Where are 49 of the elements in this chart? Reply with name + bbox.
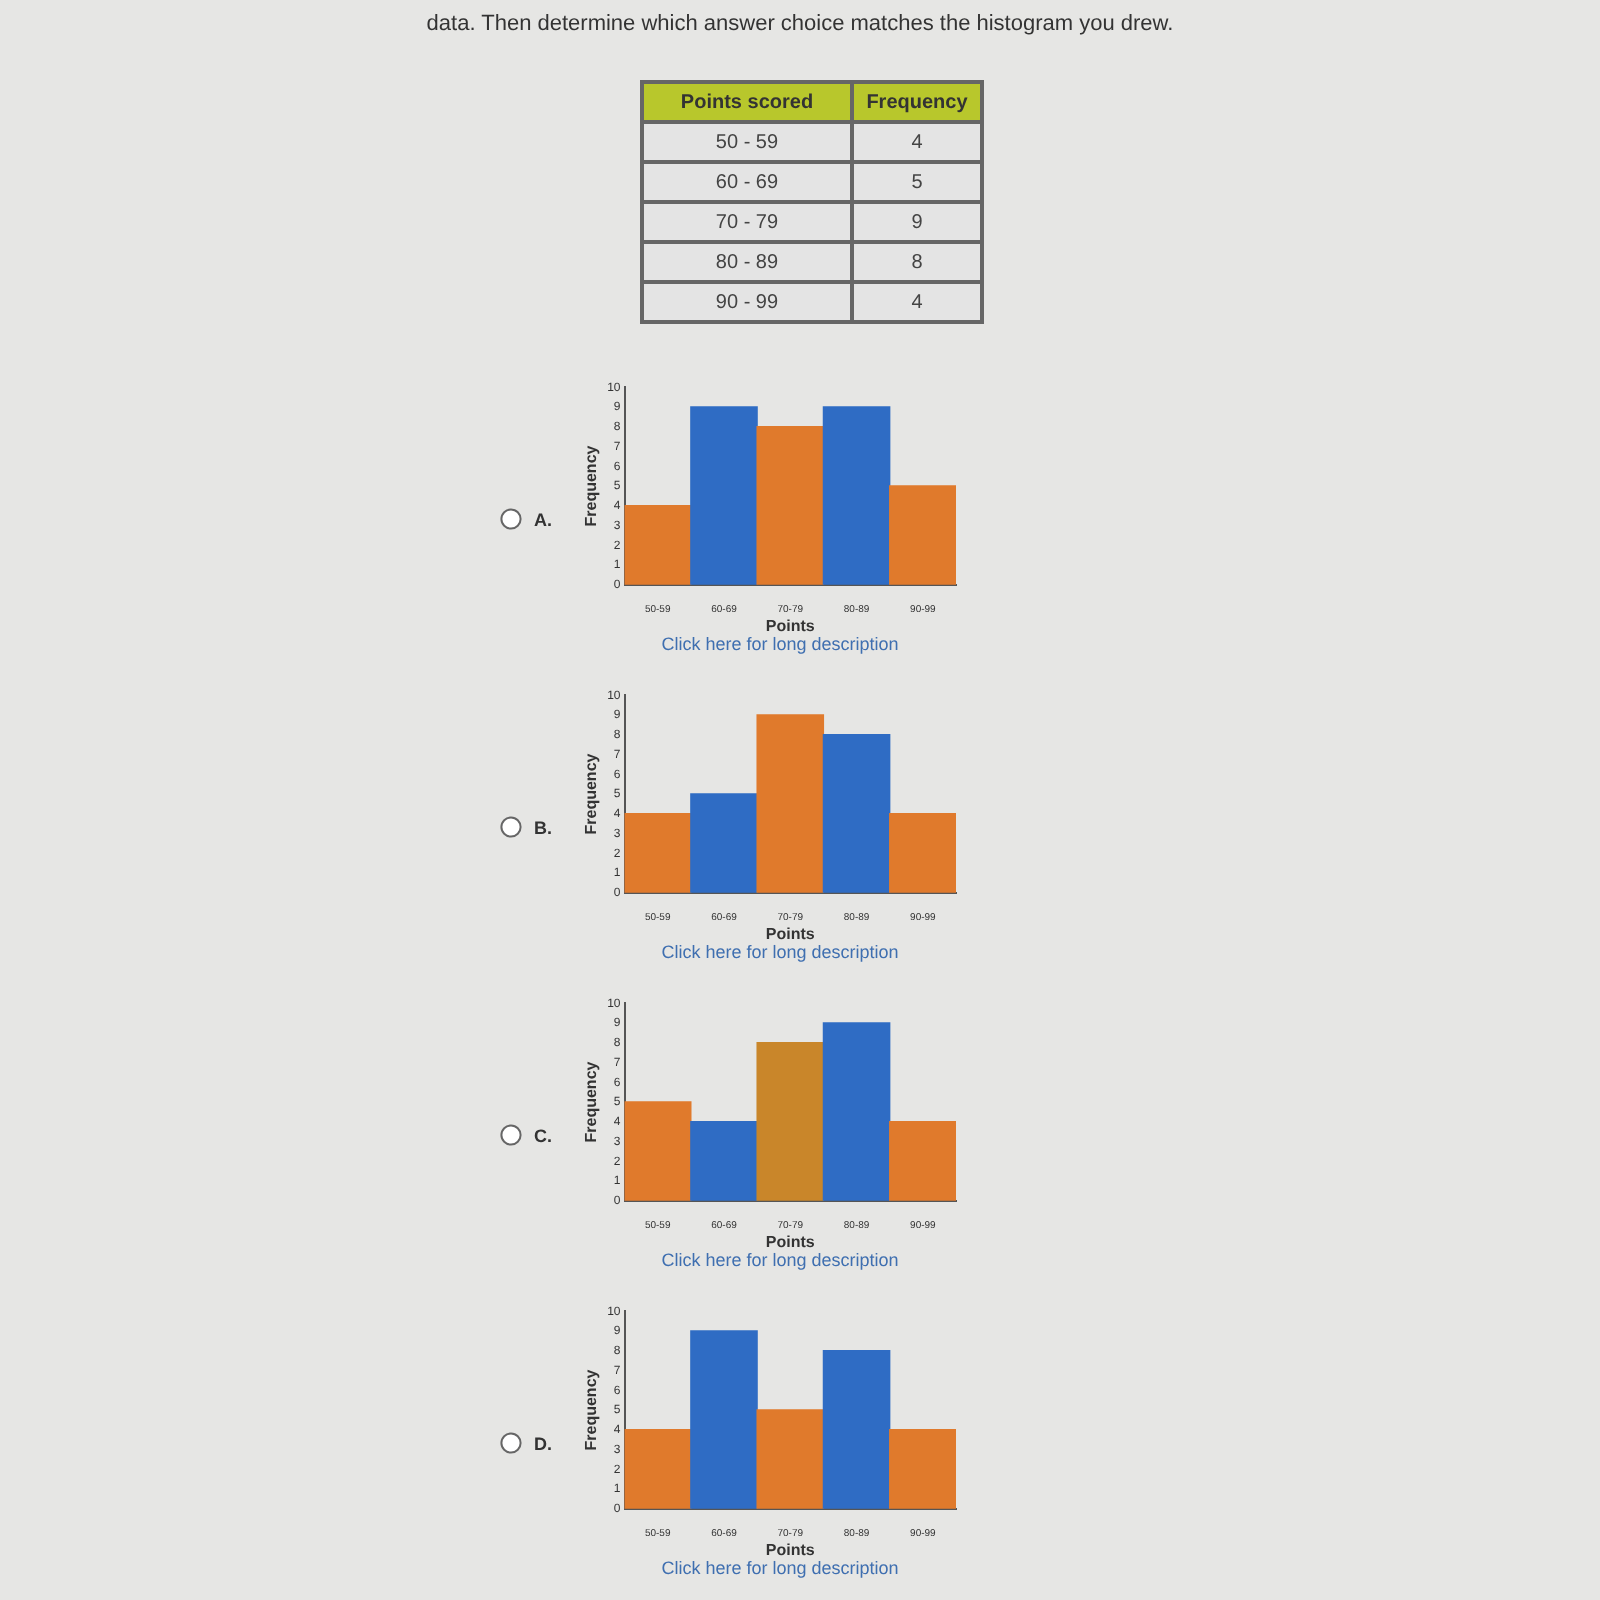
y-axis-title: Frequency: [582, 1368, 601, 1451]
text: data. Then determine which answer choice matches the histogram you drew.: [424, 12, 1176, 36]
category-label: 60 - 69: [642, 162, 852, 202]
bar: [756, 426, 825, 585]
text: Click here for long description: [659, 942, 901, 962]
text: C.: [534, 1125, 552, 1145]
bar: [889, 813, 956, 893]
y-axis-title: Frequency: [582, 752, 601, 835]
category-label: 50 - 59: [642, 122, 852, 162]
bar: [624, 813, 692, 893]
text: Click here for long description: [659, 1558, 901, 1578]
x-axis-title: Points: [765, 616, 816, 635]
text: Click here for long description: [659, 1250, 901, 1270]
category-label: 90 - 99: [642, 282, 852, 322]
bar: [822, 1350, 891, 1509]
bar: [690, 1330, 758, 1509]
bar: [822, 734, 891, 893]
x-axis-title: Points: [765, 1540, 816, 1559]
bar: [756, 1409, 825, 1509]
text: Points scored: [642, 82, 852, 122]
text: B.: [534, 817, 552, 837]
data-label: 5: [852, 162, 982, 202]
category-label: 80 - 89: [642, 242, 852, 282]
text: D.: [534, 1433, 552, 1453]
category-label: 70 - 79: [642, 202, 852, 242]
data-label: 8: [852, 242, 982, 282]
bar: [690, 1121, 758, 1201]
x-axis-title: Points: [765, 924, 816, 943]
text: Click here for long description: [659, 634, 901, 654]
text: Frequency: [852, 82, 982, 122]
bar: [889, 485, 956, 585]
bar: [690, 793, 758, 893]
bar: [889, 1429, 956, 1509]
bar: [624, 1101, 692, 1201]
bar: [822, 1022, 891, 1201]
bar: [822, 406, 891, 585]
x-axis-title: Points: [765, 1232, 816, 1251]
y-axis-title: Frequency: [582, 444, 601, 527]
y-axis-title: Frequency: [582, 1060, 601, 1143]
data-label: 9: [852, 202, 982, 242]
data-label: 4: [852, 122, 982, 162]
bar: [690, 406, 758, 585]
bar: [889, 1121, 956, 1201]
text: A.: [534, 509, 552, 529]
data-label: 4: [852, 282, 982, 322]
bar: [624, 1429, 692, 1509]
bar: [756, 1042, 825, 1201]
bar: [756, 714, 825, 893]
bar: [624, 505, 692, 585]
